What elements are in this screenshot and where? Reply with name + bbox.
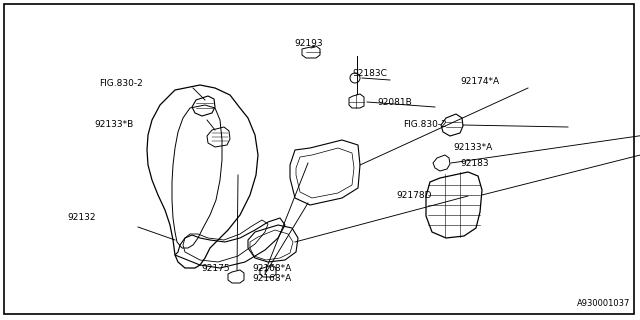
Text: A930001037: A930001037 xyxy=(577,299,630,308)
Text: 92133*A: 92133*A xyxy=(453,143,492,152)
Text: 92174*A: 92174*A xyxy=(461,77,500,86)
Text: 92168*A: 92168*A xyxy=(253,264,292,273)
Text: FIG.830-2: FIG.830-2 xyxy=(99,79,143,88)
Text: 92183: 92183 xyxy=(461,159,490,168)
Text: 92168*A: 92168*A xyxy=(253,274,292,283)
Text: 92133*B: 92133*B xyxy=(95,120,134,129)
Text: 92178D: 92178D xyxy=(397,191,432,200)
Text: 92175: 92175 xyxy=(202,264,230,273)
Text: FIG.830-2: FIG.830-2 xyxy=(403,120,447,129)
Text: 92132: 92132 xyxy=(67,213,96,222)
Text: 92193: 92193 xyxy=(294,39,323,48)
Text: 92081B: 92081B xyxy=(378,98,412,107)
Text: 92183C: 92183C xyxy=(352,69,387,78)
